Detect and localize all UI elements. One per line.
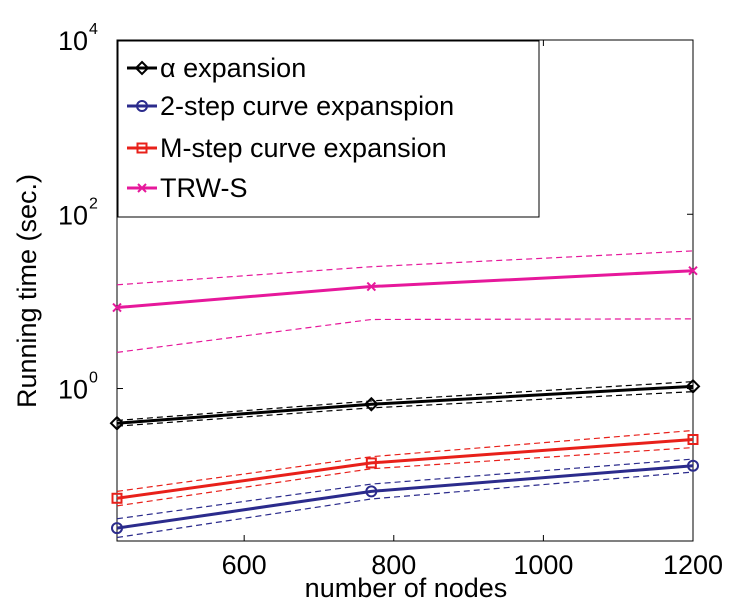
data-point-trw-s [366, 281, 377, 292]
x-axis-title: number of nodes [305, 573, 508, 603]
band-upper-2-step-curve-expanspion [116, 458, 694, 520]
y-tick-label: 10 [58, 26, 88, 56]
legend-label-expansion: α expansion [160, 53, 306, 83]
band-upper-m-step-curve-expansion [116, 429, 694, 492]
legend-marker-expansion [134, 60, 150, 76]
y-tick-exponent: 2 [89, 195, 98, 212]
band-lower-m-step-curve-expansion [116, 446, 694, 507]
y-tick-label: 10 [58, 200, 88, 230]
data-point-2-step-curve-expanspion [687, 459, 699, 472]
legend-marker-trw-s [137, 183, 147, 193]
data-point-expansion [109, 415, 125, 431]
legend-label-2-step-curve-expanspion: 2-step curve expanspion [160, 91, 454, 121]
legend-marker-2-step-curve-expanspion [136, 100, 148, 112]
series-line-2-step-curve-expanspion [116, 464, 694, 530]
legend-label-m-step-curve-expansion: M-step curve expansion [160, 133, 447, 163]
y-tick-exponent: 0 [89, 370, 98, 387]
data-point-expansion [685, 378, 701, 394]
band-upper-trw-s [116, 250, 694, 286]
x-tick-label: 1000 [513, 550, 573, 580]
data-point-trw-s [112, 302, 122, 313]
band-upper-expansion [116, 381, 694, 422]
series-line-expansion [116, 384, 694, 425]
data-point-2-step-curve-expanspion [365, 485, 378, 498]
band-lower-expansion [116, 391, 694, 427]
legend-box [117, 40, 540, 218]
x-tick-label: 600 [222, 550, 267, 580]
legend: α expansion 2-step curve expanspion M-step… [117, 40, 540, 218]
legend-label-trw-s: TRW-S [160, 173, 248, 203]
data-point-m-step-curve-expansion [111, 492, 123, 504]
y-tick-exponent: 4 [89, 21, 98, 38]
variance-bands [116, 250, 694, 539]
data-point-expansion [363, 396, 379, 412]
data-point-m-step-curve-expansion [365, 457, 377, 469]
x-tick-label: 1200 [663, 550, 723, 580]
x-tick-label: 800 [371, 550, 416, 580]
data-point-2-step-curve-expanspion [111, 522, 123, 535]
legend-entries: α expansion 2-step curve expanspion M-step… [127, 53, 454, 203]
data-point-trw-s [688, 265, 698, 276]
y-tick-label: 10 [58, 375, 88, 405]
series-line-m-step-curve-expansion [116, 437, 694, 500]
data-point-m-step-curve-expansion [687, 433, 699, 445]
band-lower-trw-s [116, 318, 694, 353]
legend-marker-m-step-curve-expansion [136, 142, 148, 154]
x-tick-labels: 600 800 1000 1200 [222, 550, 723, 580]
y-axis-title: Running time (sec.) [12, 174, 42, 408]
band-lower-2-step-curve-expanspion [116, 471, 694, 539]
series-markers [109, 265, 701, 535]
